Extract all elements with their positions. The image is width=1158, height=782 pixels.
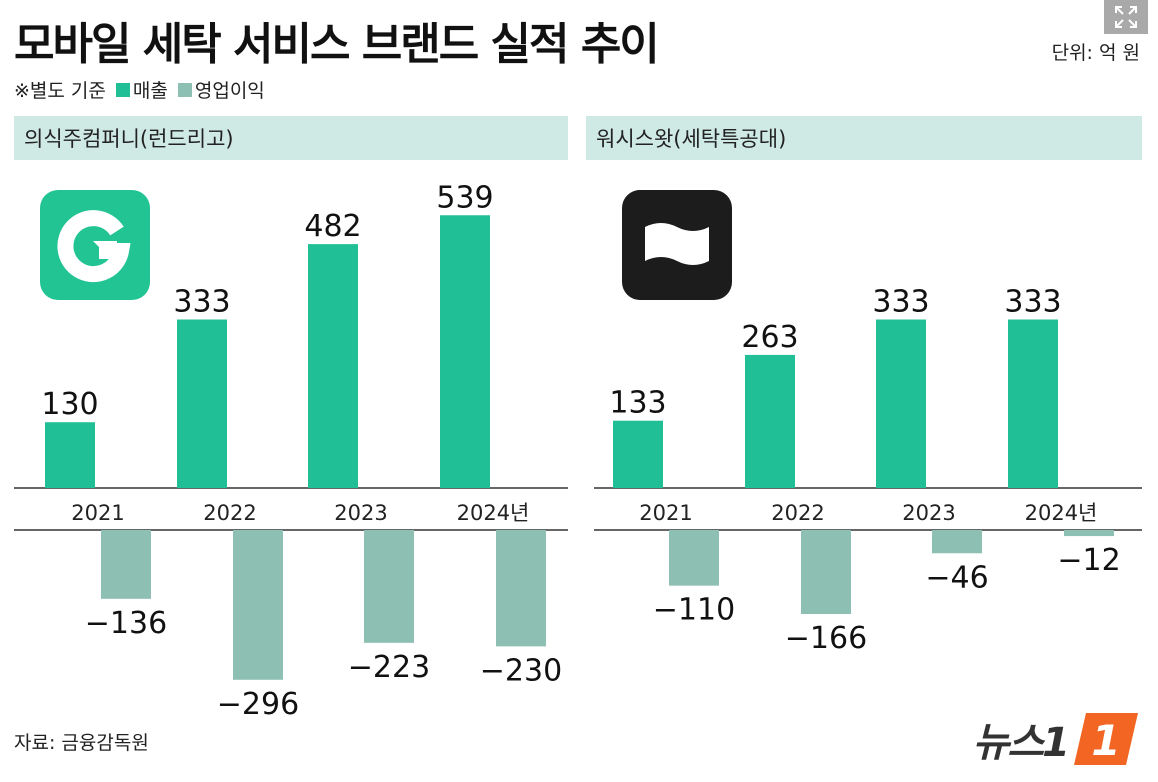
revenue-bar (876, 319, 926, 488)
profit-bar (801, 530, 851, 614)
washswat-logo (622, 190, 732, 300)
unit-label: 단위: 억 원 (1051, 42, 1140, 64)
category-tick-label: 2021 (71, 501, 124, 525)
news1-mark-icon: 1 (1074, 713, 1138, 765)
profit-bar (932, 530, 982, 554)
profit-value-label: −136 (85, 606, 167, 641)
page-title: 모바일 세탁 서비스 브랜드 실적 추이 (14, 19, 660, 70)
category-tick-label: 2023 (902, 501, 955, 525)
legend-label-profit: 영업이익 (194, 80, 265, 102)
profit-bar (364, 530, 414, 643)
panel-header-washswat: 워시스왓(세탁특공대) (586, 116, 1142, 160)
legend-label-revenue: 매출 (132, 80, 168, 102)
profit-value-label: −230 (480, 653, 562, 688)
revenue-value-label: 333 (173, 285, 230, 320)
category-tick-label: 2024년 (457, 501, 530, 525)
revenue-value-label: 333 (872, 285, 929, 320)
profit-bar (101, 530, 151, 599)
revenue-bar (745, 354, 795, 488)
flag-icon (645, 223, 709, 265)
category-tick-label: 2023 (334, 501, 387, 525)
news1-logo: 뉴스1 1 (973, 710, 1140, 768)
expand-button[interactable] (1104, 0, 1148, 34)
panel-title-laundrygo: 의식주컴퍼니(런드리고) (24, 127, 234, 151)
panel-header-laundrygo: 의식주컴퍼니(런드리고) (14, 116, 568, 160)
category-tick-label: 2021 (639, 501, 692, 525)
profit-value-label: −46 (925, 560, 988, 595)
laundrygo-g-icon (57, 210, 131, 283)
legend-swatch-profit (177, 82, 192, 97)
category-tick-label: 2022 (203, 501, 256, 525)
profit-bar (233, 530, 283, 680)
expand-icon (1115, 6, 1137, 28)
revenue-bar (613, 420, 663, 488)
profit-value-label: −223 (348, 650, 430, 685)
revenue-bar (308, 244, 358, 488)
revenue-value-label: 539 (436, 180, 493, 215)
basis-note: ※별도 기준 (14, 80, 106, 102)
revenue-bar (177, 319, 227, 488)
revenue-value-label: 133 (609, 386, 666, 421)
revenue-bar (440, 215, 490, 489)
revenue-value-label: 333 (1004, 285, 1061, 320)
revenue-value-label: 263 (741, 320, 798, 355)
revenue-bar (45, 422, 95, 488)
legend: ※별도 기준 매출 영업이익 (14, 76, 265, 103)
revenue-value-label: 482 (304, 209, 361, 244)
profit-value-label: −12 (1057, 543, 1120, 578)
laundrygo-logo (40, 190, 150, 300)
news1-logo-text: 뉴스1 (972, 720, 1070, 766)
profit-bar (669, 530, 719, 586)
category-tick-label: 2022 (771, 501, 824, 525)
legend-swatch-revenue (115, 82, 130, 97)
panel-title-washswat: 워시스왓(세탁특공대) (596, 127, 787, 151)
revenue-value-label: 130 (41, 387, 98, 422)
profit-value-label: −166 (785, 621, 867, 656)
revenue-bar (1008, 319, 1058, 488)
profit-bar (496, 530, 546, 647)
profit-value-label: −296 (217, 687, 299, 722)
news1-mark-text: 1 (1091, 716, 1120, 765)
category-tick-label: 2024년 (1025, 501, 1098, 525)
source-note: 자료: 금융감독원 (14, 732, 149, 754)
profit-bar (1064, 530, 1114, 537)
profit-value-label: −110 (653, 593, 735, 628)
